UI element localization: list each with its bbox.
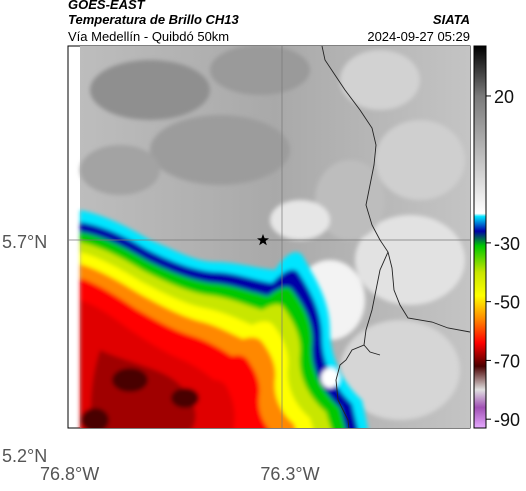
x-tick-label-1: 76.8°W [40, 464, 99, 484]
boundary-line-branch [363, 344, 381, 356]
location-subtitle: Vía Medellín - Quibdó 50km [68, 29, 230, 44]
product-title: Temperatura de Brillo CH13 [68, 12, 239, 27]
colorbar-tick-label: -30 [494, 234, 520, 254]
cold-cloud-shield [80, 210, 368, 428]
boundary-line-south [335, 251, 389, 428]
imagery-layer [68, 46, 470, 428]
boundary-line-east [321, 46, 470, 333]
colorbar-tick-label: -50 [494, 293, 520, 313]
location-star-marker [257, 234, 269, 246]
datetime-label: 2024-09-27 05:29 [367, 29, 470, 44]
organization-label: SIATA [432, 12, 470, 27]
y-tick-label-2: 5.2°N [2, 446, 47, 466]
x-tick-label-2: 76.3°W [260, 464, 319, 484]
colorbar-tick-label: 20 [494, 87, 514, 107]
y-tick-label-1: 5.7°N [2, 232, 47, 252]
colorbar-tick-label: -90 [494, 410, 520, 430]
satellite-title: GOES-EAST [68, 0, 145, 12]
colorbar-tick-label: -70 [494, 351, 520, 371]
colorbar-gradient [473, 45, 487, 429]
colorbar: 20 -30 -50 -70 -90 [473, 45, 520, 430]
